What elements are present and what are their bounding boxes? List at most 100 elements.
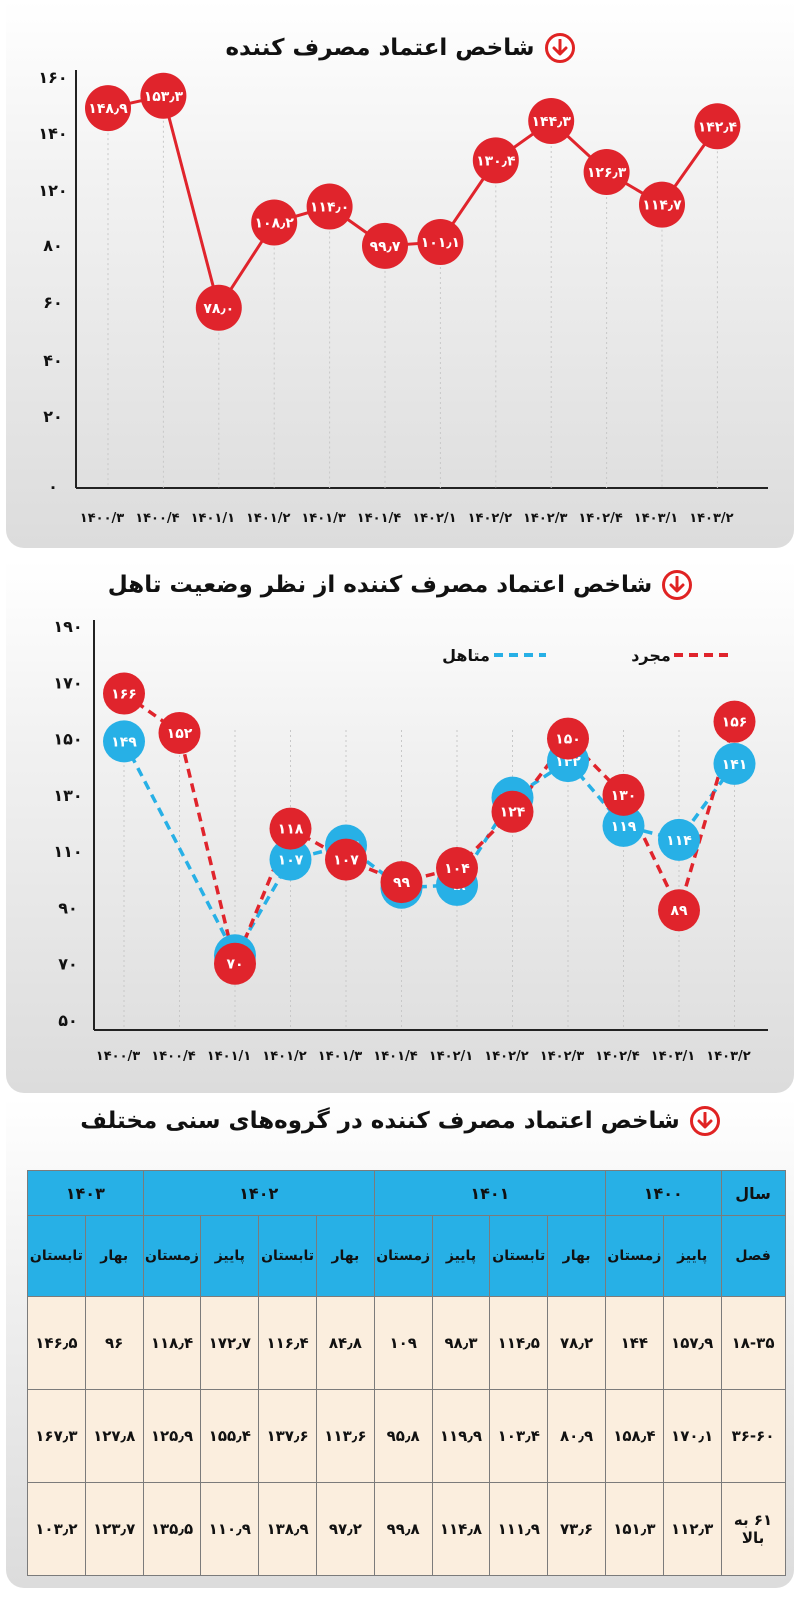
data-label: ۱۱۴٫۰ xyxy=(310,200,349,216)
x-tick-label: ۱۴۰۳/۲ xyxy=(706,1049,750,1064)
series-line xyxy=(122,740,736,959)
table-cell: ۷۸٫۲ xyxy=(547,1296,606,1390)
season-header: زمستان xyxy=(604,1215,664,1297)
data-point xyxy=(713,700,756,743)
chart-title: شاخص اعتماد مصرف کننده از نظر وضعیت تاهل xyxy=(107,572,653,598)
data-label: ۱۳۰٫۴ xyxy=(476,153,516,169)
y-tick-label: ۶۰ xyxy=(43,293,63,312)
table-cell: ۱۱۴٫۵ xyxy=(489,1296,549,1390)
table-cell: ۱۳۵٫۵ xyxy=(142,1482,202,1576)
table-cell: ۱۳۷٫۶ xyxy=(258,1389,317,1483)
y-tick-label: ۰ xyxy=(48,477,58,496)
y-tick-label: ۱۲۰ xyxy=(38,181,67,200)
data-point xyxy=(103,672,145,715)
y-tick-label: ۱۱۰ xyxy=(53,842,82,861)
data-point xyxy=(269,807,312,850)
year-header: ۱۴۰۱ xyxy=(373,1170,606,1216)
data-point xyxy=(251,199,298,246)
year-header: ۱۴۰۲ xyxy=(142,1170,375,1216)
data-label: ۱۱۴ xyxy=(666,833,692,849)
data-label: ۱۰۱٫۱ xyxy=(421,235,460,251)
data-label: ۱۵۳٫۳ xyxy=(144,89,184,105)
x-tick-label: ۱۴۰۰/۴ xyxy=(151,1049,195,1064)
data-label: ۱۰۸٫۲ xyxy=(254,215,294,231)
data-label: ۹۹٫۷ xyxy=(370,239,401,255)
data-point xyxy=(417,218,464,265)
table-row: ۳۶-۶۰ ۱۷۰٫۱ ۱۵۸٫۴ ۸۰٫۹ ۱۰۳٫۴ ۱۱۹٫۹ ۹۵٫۸ ۱۱۳٫۶ ۱۳… xyxy=(27,1389,786,1483)
x-tick-label: ۱۴۰۲/۳ xyxy=(523,511,567,526)
table-cell: ۱۷۰٫۱ xyxy=(662,1389,722,1483)
data-label: ۱۵۶ xyxy=(722,715,748,731)
data-label: ۱۰۷ xyxy=(278,853,304,869)
table-cell: ۱۰۳٫۴ xyxy=(489,1389,549,1483)
x-tick-label: ۱۴۰۳/۱ xyxy=(651,1049,695,1064)
table-cell: ۹۹٫۸ xyxy=(373,1482,433,1576)
table-cell: ۱۱۹٫۹ xyxy=(431,1389,491,1483)
data-label: ۷۸٫۰ xyxy=(203,301,234,317)
x-tick-label: ۱۴۰۰/۳ xyxy=(80,511,124,526)
table-cell: ۹۵٫۸ xyxy=(373,1389,433,1483)
table-title: شاخص اعتماد مصرف کننده در گروه‌های سنی م… xyxy=(80,1108,680,1134)
data-point xyxy=(103,720,145,763)
table-cell: ۱۲۷٫۸ xyxy=(84,1389,144,1483)
data-label: ۱۴۹ xyxy=(111,734,137,750)
x-tick-label: ۱۴۰۱/۴ xyxy=(357,511,401,526)
x-tick-label: ۱۴۰۱/۲ xyxy=(262,1049,306,1064)
year-header: ۱۴۰۰ xyxy=(604,1170,722,1216)
data-point xyxy=(325,838,367,881)
x-tick-label: ۱۴۰۲/۴ xyxy=(578,511,622,526)
data-point xyxy=(140,72,187,119)
table-cell: ۱۱۶٫۴ xyxy=(258,1296,317,1390)
x-tick-label: ۱۴۰۱/۴ xyxy=(373,1049,417,1064)
season-header: زمستان xyxy=(142,1215,202,1297)
line-chart-marital: ۱۹۰ ۱۷۰ ۱۵۰ ۱۳۰ ۱۱۰ ۹۰ ۷۰ ۵۰ مجرد متاهل ۱۴۰۰/۳ ۱۴۰۰… xyxy=(53,617,768,1064)
data-label: ۹۹ xyxy=(393,875,411,891)
line-chart-overall: ۱۶۰ ۱۴۰ ۱۲۰ ۸۰ ۶۰ ۴۰ ۲۰ ۰ ۱۴۰۰/۳ ۱۴۰۰/۴ ۱۴۰۱/۱ ۱۴۰۱… xyxy=(38,68,768,526)
x-tick-label: ۱۴۰۲/۳ xyxy=(540,1049,584,1064)
season-header-row: فصل پاییز زمستان بهار تابستان پاییز زمستان بهار… xyxy=(27,1215,786,1297)
table-cell: ۱۶۷٫۳ xyxy=(27,1389,86,1483)
down-arrow-circle-icon xyxy=(544,33,575,63)
season-header: تابستان xyxy=(27,1215,86,1297)
x-tick-label: ۱۴۰۰/۴ xyxy=(135,511,179,526)
table-cell: ۱۱۸٫۴ xyxy=(142,1296,202,1390)
data-point xyxy=(602,773,645,816)
x-tick-label: ۱۴۰۱/۳ xyxy=(318,1049,362,1064)
data-point xyxy=(583,149,630,196)
data-point xyxy=(269,838,312,881)
data-label: ۱۵۰ xyxy=(555,732,581,748)
x-tick-label: ۱۴۰۳/۲ xyxy=(689,511,733,526)
table-cell: ۱۱۴٫۸ xyxy=(431,1482,491,1576)
table-cell: ۱۲۵٫۹ xyxy=(142,1389,202,1483)
season-header: تابستان xyxy=(258,1215,317,1297)
table-cell: ۱۱۲٫۳ xyxy=(662,1482,722,1576)
data-point xyxy=(713,742,756,785)
table-cell: ۱۵۸٫۴ xyxy=(604,1389,664,1483)
table-cell: ۱۵۷٫۹ xyxy=(662,1296,722,1390)
data-label: ۱۱۸ xyxy=(278,822,304,838)
season-header: پاییز xyxy=(662,1215,722,1297)
series-line xyxy=(107,93,719,312)
season-header: بهار xyxy=(315,1215,375,1297)
age-group-cell: ۶۱ به بالا xyxy=(720,1482,786,1576)
down-arrow-circle-icon xyxy=(689,1106,720,1136)
data-point xyxy=(602,804,645,847)
data-label: ۱۰۴ xyxy=(444,861,470,877)
table-cell: ۱۵۱٫۳ xyxy=(604,1482,664,1576)
x-tick-label: ۱۴۰۳/۱ xyxy=(634,511,678,526)
data-label: ۱۴۱ xyxy=(722,757,748,773)
chart-title-row: شاخص اعتماد مصرف کننده xyxy=(6,33,794,63)
table-cell: ۱۰۳٫۲ xyxy=(27,1482,86,1576)
data-point xyxy=(658,818,700,861)
y-tick-label: ۸۰ xyxy=(43,236,63,255)
table-cell: ۱۰۹ xyxy=(373,1296,433,1390)
data-point xyxy=(214,942,256,985)
table-cell: ۱۱۰٫۹ xyxy=(200,1482,260,1576)
year-header-row: سال ۱۴۰۰ ۱۴۰۱ ۱۴۰۲ ۱۴۰۳ xyxy=(27,1170,786,1216)
data-point xyxy=(362,222,408,269)
table-cell: ۱۳۸٫۹ xyxy=(258,1482,317,1576)
x-tick-label: ۱۴۰۱/۳ xyxy=(301,511,345,526)
chart-title-row: شاخص اعتماد مصرف کننده از نظر وضعیت تاهل xyxy=(6,570,794,600)
data-point xyxy=(85,85,131,132)
x-tick-label: ۱۴۰۲/۱ xyxy=(412,511,456,526)
